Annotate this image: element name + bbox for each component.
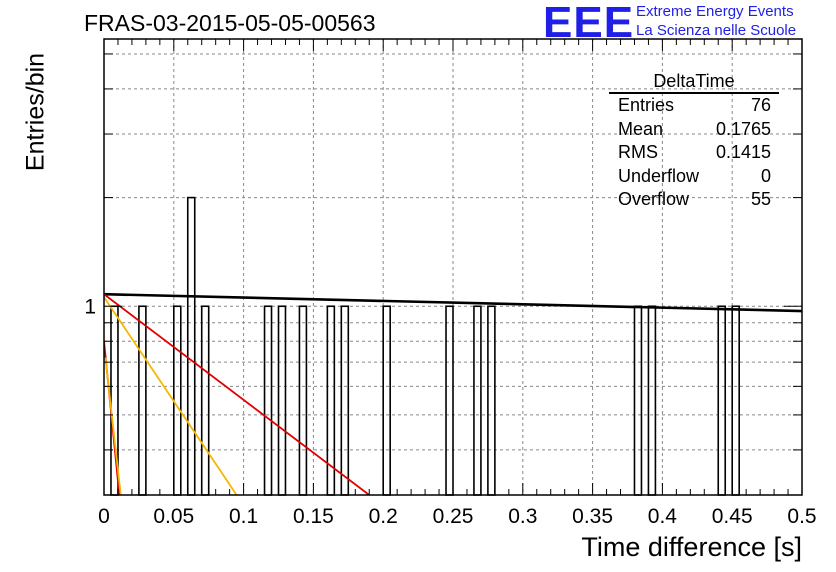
stats-label: Overflow bbox=[618, 189, 690, 210]
stats-row-mean: Mean 0.1765 bbox=[609, 118, 779, 142]
stats-label: Underflow bbox=[618, 165, 700, 186]
stats-label: Entries bbox=[618, 95, 675, 115]
histogram-bin bbox=[173, 305, 182, 496]
histogram-bin bbox=[445, 305, 454, 496]
x-tick-label: 0.4 bbox=[648, 505, 678, 528]
stats-value: 76 bbox=[750, 95, 771, 115]
stats-row-underflow: Underflow 0 bbox=[609, 165, 779, 189]
x-tick-label: 0.25 bbox=[433, 505, 474, 528]
eee-logo: EEE bbox=[543, 0, 635, 47]
histogram-bin bbox=[298, 305, 308, 496]
x-tick-label: 0 bbox=[98, 505, 110, 528]
stats-title: DeltaTime bbox=[609, 70, 779, 94]
x-tick-label: 0.5 bbox=[787, 505, 816, 528]
stats-value: 55 bbox=[750, 189, 771, 210]
stats-label: RMS bbox=[618, 142, 658, 163]
histogram-bin bbox=[263, 305, 273, 496]
fit-curve bbox=[104, 296, 238, 495]
histogram-bin bbox=[340, 305, 350, 496]
histogram-bin bbox=[277, 305, 287, 496]
stats-row-rms: RMS 0.1415 bbox=[609, 141, 779, 165]
histogram-bin bbox=[200, 305, 210, 496]
stats-box: DeltaTime Entries 76 Mean 0.1765 RMS 0.1… bbox=[609, 70, 779, 212]
y-tick-label: 1 bbox=[84, 295, 96, 318]
x-tick-label: 0.3 bbox=[508, 505, 537, 528]
fit-curve bbox=[104, 293, 370, 495]
histogram-bin bbox=[473, 305, 482, 496]
fit-curve bbox=[104, 357, 122, 495]
logo-subtitle-line1: Extreme Energy Events bbox=[636, 3, 794, 20]
histogram-bin bbox=[138, 305, 147, 496]
stats-label: Mean bbox=[618, 118, 664, 139]
histogram-bin bbox=[731, 305, 740, 496]
histogram-bin bbox=[487, 305, 496, 496]
x-axis-label: Time difference [s] bbox=[581, 532, 802, 562]
chart-title: FRAS-03-2015-05-05-00563 bbox=[84, 10, 376, 36]
stats-value: 0 bbox=[760, 165, 771, 186]
stats-value: 0.1765 bbox=[715, 118, 771, 139]
x-tick-label: 0.2 bbox=[369, 505, 398, 528]
x-tick-label: 0.35 bbox=[572, 505, 613, 528]
stats-row-entries: Entries 76 bbox=[609, 94, 779, 118]
x-tick-label: 0.45 bbox=[712, 505, 753, 528]
x-tick-label: 0.05 bbox=[153, 505, 194, 528]
histogram-bin bbox=[717, 305, 727, 496]
histogram-bin bbox=[633, 305, 643, 496]
histogram-bin bbox=[382, 305, 391, 496]
stats-row-overflow: Overflow 55 bbox=[609, 188, 779, 212]
logo-subtitle-line2: La Scienza nelle Scuole bbox=[636, 22, 797, 39]
x-tick-label: 0.1 bbox=[229, 505, 258, 528]
histogram-bin bbox=[647, 305, 657, 496]
stats-value: 0.1415 bbox=[715, 142, 771, 163]
fit-curve bbox=[104, 292, 802, 313]
x-tick-label: 0.15 bbox=[293, 505, 334, 528]
